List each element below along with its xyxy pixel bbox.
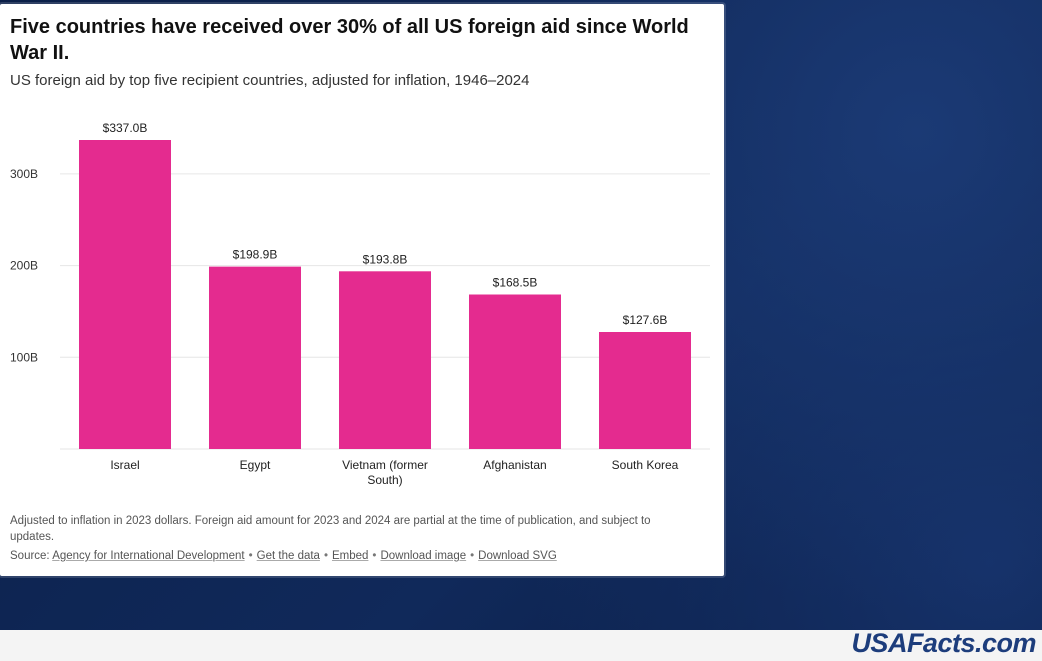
separator: • <box>248 550 253 562</box>
x-tick-label: South Korea <box>612 458 679 472</box>
x-tick-label: Afghanistan <box>483 458 546 472</box>
bar <box>209 266 301 449</box>
chart-card: Five countries have received over 30% of… <box>0 4 724 576</box>
get-data-link[interactable]: Get the data <box>256 550 320 562</box>
source-line: Source: Agency for International Develop… <box>10 550 557 562</box>
chart-note: Adjusted to inflation in 2023 dollars. F… <box>10 515 651 543</box>
download-svg-link[interactable]: Download SVG <box>478 550 557 562</box>
y-tick-label: 100B <box>10 350 38 364</box>
separator: • <box>323 550 328 562</box>
bar-value-label: $193.8B <box>363 252 408 266</box>
brand-logo-text: USAFacts.com <box>851 628 1036 658</box>
bar-value-label: $168.5B <box>493 276 538 290</box>
x-tick-label: Vietnam (former <box>342 458 428 472</box>
bar-value-label: $337.0B <box>103 121 148 135</box>
x-tick-label: Israel <box>110 458 139 472</box>
source-label: Source: <box>10 550 50 562</box>
separator: • <box>470 550 475 562</box>
bar <box>469 294 561 449</box>
source-link-usaid[interactable]: Agency for International Development <box>52 550 245 562</box>
x-tick-label: Egypt <box>240 458 271 472</box>
separator: • <box>372 550 377 562</box>
bar <box>339 271 431 449</box>
bar <box>79 140 171 449</box>
bar-value-label: $127.6B <box>623 313 668 327</box>
download-image-link[interactable]: Download image <box>380 550 467 562</box>
bar-value-label: $198.9B <box>233 248 278 262</box>
bar <box>599 332 691 449</box>
chart-title: Five countries have received over 30% of… <box>10 16 689 64</box>
embed-link[interactable]: Embed <box>331 550 369 562</box>
x-tick-label: South) <box>367 473 402 487</box>
footer-bar <box>0 630 1042 661</box>
bar-chart: 100B 200B 300B $337.0B Israel $198.9B Egypt $19… <box>10 121 710 487</box>
y-tick-label: 300B <box>10 167 38 181</box>
chart-subtitle: US foreign aid by top five recipient cou… <box>10 72 530 89</box>
y-tick-label: 200B <box>10 259 38 273</box>
